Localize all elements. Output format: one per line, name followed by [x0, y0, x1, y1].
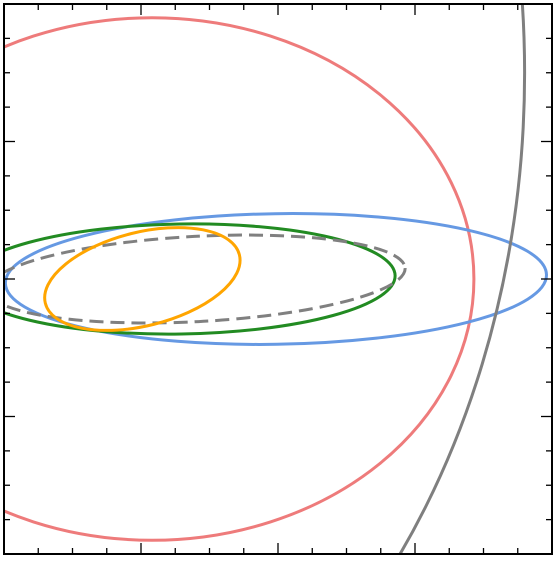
plot-frame	[3, 3, 553, 555]
ellipse-orange	[43, 226, 242, 332]
axis-ticks	[4, 4, 552, 554]
ellipse-red	[4, 16, 476, 542]
ellipse-green	[4, 222, 397, 336]
ellipse-blue	[4, 212, 548, 346]
ellipse-gray-arc	[398, 4, 526, 554]
ellipse-gray-dashed	[4, 233, 407, 325]
